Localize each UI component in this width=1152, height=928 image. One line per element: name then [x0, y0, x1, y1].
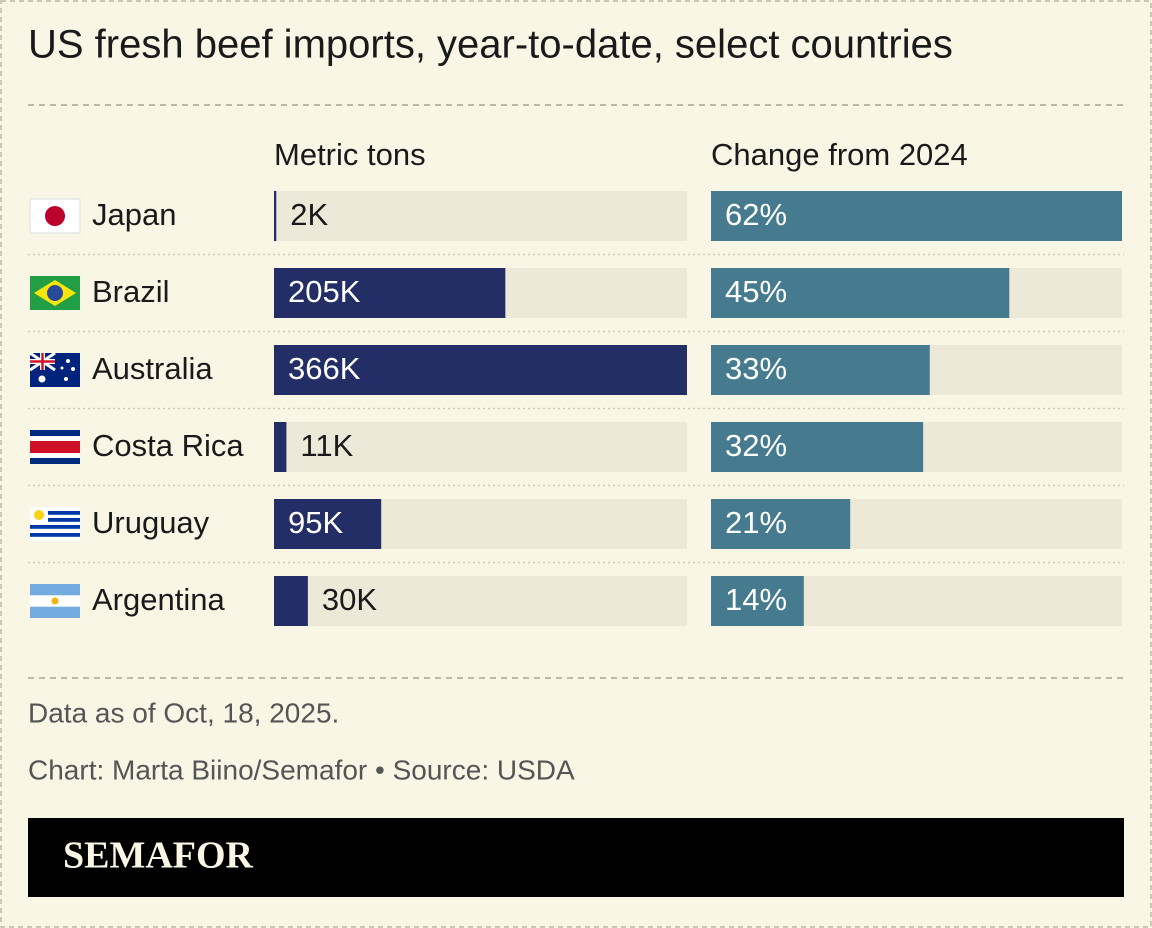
flag	[30, 507, 80, 541]
bar	[274, 576, 308, 626]
value-label: 95K	[288, 505, 343, 540]
flag-part	[60, 366, 64, 370]
category-label: Japan	[92, 197, 176, 232]
category-label: Costa Rica	[92, 428, 244, 463]
value-label: 205K	[288, 274, 361, 309]
flag-part	[51, 597, 59, 605]
flag-part	[30, 441, 80, 453]
bar-track	[274, 422, 687, 472]
column-header: Change from 2024	[711, 137, 968, 172]
flag-part	[38, 375, 46, 383]
credit: Chart: Marta Biino/Semafor • Source: USD…	[28, 754, 575, 785]
value-label: 14%	[725, 582, 787, 617]
bar-track	[274, 191, 687, 241]
flag-part	[64, 377, 68, 381]
flag	[29, 198, 81, 234]
chart-title: US fresh beef imports, year-to-date, sel…	[28, 23, 953, 67]
brand: SEMAFOR	[63, 835, 254, 877]
category-label: Argentina	[92, 582, 225, 617]
bar	[274, 345, 687, 395]
flag-part	[30, 353, 55, 370]
value-label: 62%	[725, 197, 787, 232]
flag-part	[30, 518, 80, 522]
flag	[30, 430, 80, 464]
flag-part	[71, 367, 75, 371]
bar-track	[274, 576, 687, 626]
flag-part	[66, 359, 70, 363]
brand-bar	[28, 818, 1124, 897]
category-label: Uruguay	[92, 505, 210, 540]
note: Data as of Oct, 18, 2025.	[28, 697, 339, 728]
category-label: Australia	[92, 351, 213, 386]
bar	[711, 268, 1010, 318]
flag	[30, 276, 80, 310]
bar	[711, 499, 851, 549]
bar	[274, 191, 277, 241]
column-header: Metric tons	[274, 137, 426, 172]
value-label: 30K	[322, 582, 377, 617]
category-label: Brazil	[92, 274, 170, 309]
flag-part	[47, 285, 63, 301]
value-label: 21%	[725, 505, 787, 540]
flag-part	[45, 206, 65, 226]
bar	[711, 191, 1122, 241]
bar	[274, 499, 382, 549]
flag-part	[30, 525, 80, 529]
bar	[274, 268, 506, 318]
value-label: 32%	[725, 428, 787, 463]
value-label: 33%	[725, 351, 787, 386]
bar	[274, 422, 287, 472]
flag-part	[34, 510, 44, 520]
flag-part	[30, 533, 80, 537]
value-label: 45%	[725, 274, 787, 309]
value-label: 2K	[290, 197, 328, 232]
bar	[711, 576, 804, 626]
value-label: 11K	[300, 428, 353, 463]
value-label: 366K	[288, 351, 361, 386]
flag-part	[30, 511, 80, 515]
bar	[711, 345, 930, 395]
bar	[711, 422, 924, 472]
flag	[30, 584, 80, 618]
flag	[29, 351, 80, 387]
